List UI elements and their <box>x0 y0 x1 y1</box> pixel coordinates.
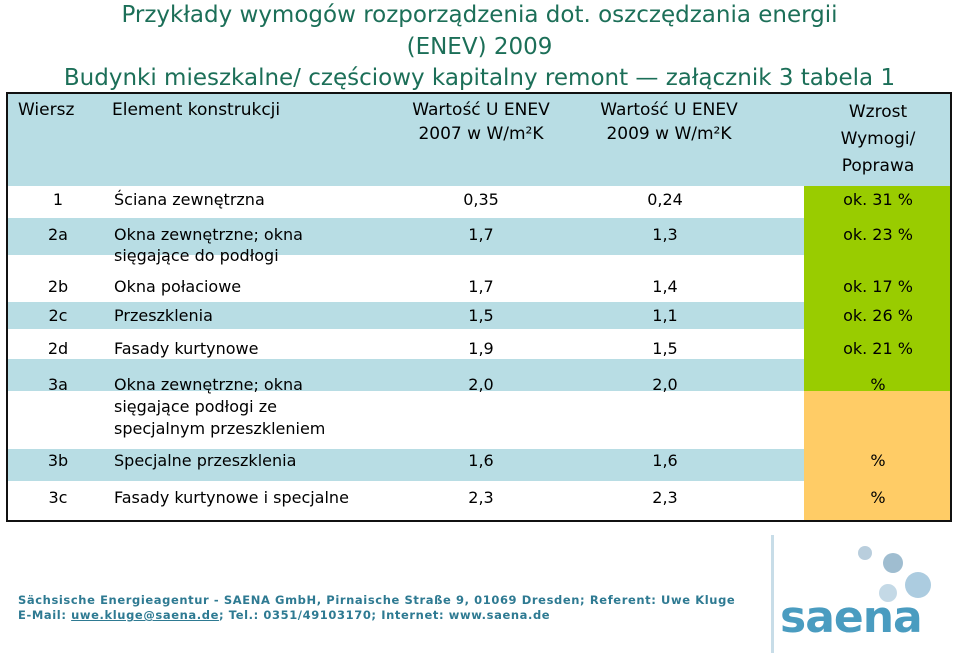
row-value-2009: 1,6 <box>652 451 678 470</box>
header-wiersz: Wiersz <box>18 100 75 120</box>
row-element: Specjalne przeszklenia <box>114 451 297 470</box>
row-element-line3: specjalnym przeszkleniem <box>114 419 326 438</box>
row-value-2009: 1,1 <box>652 306 678 325</box>
row-element-line2: sięgające podłogi ze <box>114 397 277 416</box>
row-value-2009: 1,4 <box>652 277 678 296</box>
row-value-2007: 2,0 <box>468 375 494 394</box>
row-value-2007: 1,7 <box>468 225 494 244</box>
header-wzrost-line3: Poprawa <box>841 156 915 176</box>
row-id: 3a <box>48 375 68 394</box>
header-enev2009-line2: 2009 w W/m²K <box>606 124 732 144</box>
row-stripe <box>8 302 804 329</box>
row-id: 1 <box>52 190 64 209</box>
row-wzrost: % <box>870 451 886 470</box>
row-wzrost: ok. 31 % <box>843 190 913 209</box>
row-element: Fasady kurtynowe i specjalne <box>114 488 349 507</box>
row-element: Przeszklenia <box>114 306 213 325</box>
header-enev2007-line1: Wartość U ENEV <box>412 100 550 120</box>
row-value-2007: 1,6 <box>468 451 494 470</box>
row-value-2007: 1,9 <box>468 339 494 358</box>
row-value-2007: 1,5 <box>468 306 494 325</box>
wzrost-no-change-cells <box>804 391 950 520</box>
row-id: 3b <box>47 451 69 470</box>
row-id: 2b <box>47 277 69 296</box>
header-wzrost-line1: Wzrost <box>848 102 908 122</box>
row-value-2007: 2,3 <box>468 488 494 507</box>
row-element: Okna zewnętrzne; okna <box>114 375 303 394</box>
row-value-2009: 2,0 <box>652 375 678 394</box>
row-value-2009: 1,5 <box>652 339 678 358</box>
row-id: 2c <box>48 306 68 325</box>
title-line-3: Budynki mieszkalne/ częściowy kapitalny … <box>63 65 896 91</box>
footer-contact-rest: ; Tel.: 0351/49103170; Internet: www.sae… <box>218 608 551 622</box>
header-background <box>8 94 804 186</box>
row-wzrost: ok. 23 % <box>843 225 913 244</box>
header-wzrost-background <box>804 94 950 186</box>
row-wzrost: % <box>870 375 886 394</box>
row-stripe <box>8 218 804 255</box>
saena-logo-icon <box>771 535 931 653</box>
row-stripe <box>8 359 804 391</box>
row-wzrost: % <box>870 488 886 507</box>
footer-address: Sächsische Energieagentur - SAENA GmbH, … <box>18 593 736 607</box>
row-element: Fasady kurtynowe <box>114 339 259 358</box>
row-element: Ściana zewnętrzna <box>114 190 265 209</box>
row-element-line2: sięgające do podłogi <box>114 246 279 265</box>
row-value-2009: 1,3 <box>652 225 678 244</box>
footer-email-link[interactable]: uwe.kluge@saena.de <box>71 608 219 622</box>
header-element: Element konstrukcji <box>112 100 281 120</box>
header-enev2009-line1: Wartość U ENEV <box>600 100 738 120</box>
footer-email-label: E-Mail: <box>18 608 72 622</box>
saena-logo-text: saena <box>780 592 923 643</box>
row-id: 3c <box>48 488 68 507</box>
title-line-1: Przykłady wymogów rozporządzenia dot. os… <box>121 2 838 28</box>
row-value-2007: 1,7 <box>468 277 494 296</box>
row-value-2009: 0,24 <box>647 190 683 209</box>
row-stripe <box>8 449 804 481</box>
row-element: Okna zewnętrzne; okna <box>114 225 303 244</box>
title-line-2: (ENEV) 2009 <box>406 34 553 60</box>
row-wzrost: ok. 21 % <box>843 339 913 358</box>
header-enev2007-line2: 2007 w W/m²K <box>418 124 544 144</box>
footer-contact: E-Mail: uwe.kluge@saena.de; Tel.: 0351/4… <box>18 608 550 622</box>
row-element: Okna połaciowe <box>114 277 242 296</box>
row-id: 2a <box>48 225 68 244</box>
row-value-2009: 2,3 <box>652 488 678 507</box>
row-wzrost: ok. 17 % <box>843 277 913 296</box>
enev-table: Wiersz Element konstrukcji Wartość U ENE… <box>6 92 952 522</box>
header-wzrost-line2: Wymogi/ <box>840 129 916 149</box>
wzrost-improvement-cells <box>804 186 950 391</box>
row-value-2007: 0,35 <box>463 190 499 209</box>
row-id: 2d <box>47 339 69 358</box>
row-wzrost: ok. 26 % <box>843 306 913 325</box>
